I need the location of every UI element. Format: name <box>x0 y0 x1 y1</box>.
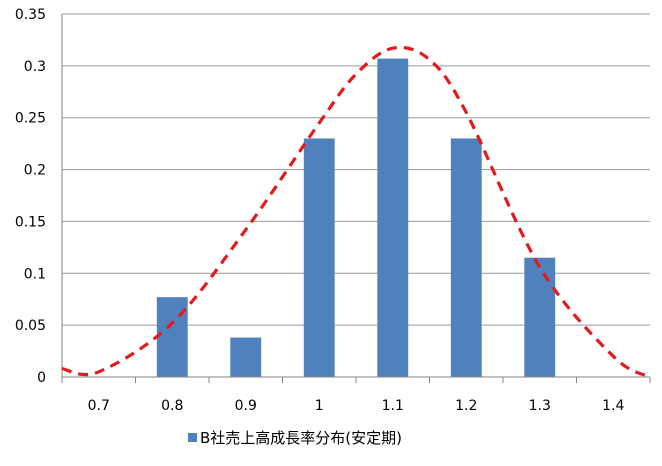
bar-series <box>156 58 556 378</box>
bar-1.1 <box>377 58 409 378</box>
y-tick-labels: 0 0.05 0.1 0.15 0.2 0.25 0.3 0.35 <box>15 7 46 386</box>
y-tick-label-7: 0.35 <box>15 7 46 23</box>
bar-1 <box>303 138 335 377</box>
y-tick-label-2: 0.1 <box>24 266 46 282</box>
x-tick-label-5: 1.2 <box>455 398 477 414</box>
x-tick-label-0: 0.7 <box>88 398 110 414</box>
dashed-curve <box>62 45 651 379</box>
y-tick-label-1: 0.05 <box>15 318 46 334</box>
category-dividers <box>61 377 651 383</box>
x-tick-label-3: 1 <box>315 398 324 414</box>
y-tick-label-4: 0.2 <box>24 163 46 179</box>
x-tick-label-2: 0.9 <box>235 398 257 414</box>
y-tick-label-5: 0.25 <box>15 111 46 127</box>
legend-swatch <box>188 433 197 442</box>
legend-label: B社売上高成長率分布(安定期) <box>200 429 402 447</box>
plot-area <box>62 14 650 377</box>
y-tick-label-3: 0.15 <box>15 214 46 230</box>
y-tick-label-0: 0 <box>37 370 46 386</box>
bar-0.9 <box>230 337 262 377</box>
legend: B社売上高成長率分布(安定期) <box>188 429 402 447</box>
bar-1.2 <box>450 138 482 377</box>
bar-0.8 <box>156 297 188 377</box>
x-tick-label-4: 1.1 <box>382 398 404 414</box>
y-tick-label-6: 0.3 <box>24 59 46 75</box>
x-tick-labels: 0.7 0.8 0.9 1 1.1 1.2 1.3 1.4 <box>88 398 625 414</box>
x-tick-label-1: 0.8 <box>161 398 183 414</box>
x-tick-label-6: 1.3 <box>529 398 551 414</box>
bar-1.3 <box>524 257 556 377</box>
x-tick-label-7: 1.4 <box>602 398 624 414</box>
